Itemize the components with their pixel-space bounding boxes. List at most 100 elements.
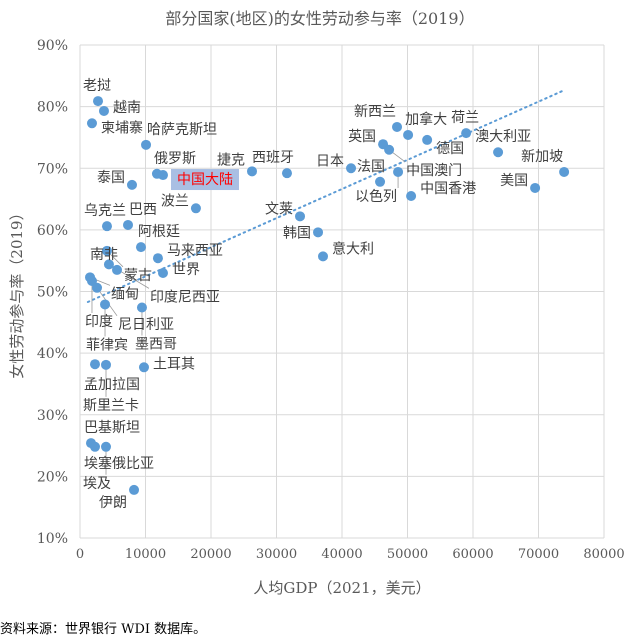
data-point xyxy=(123,219,134,230)
trendline xyxy=(86,88,566,303)
data-point xyxy=(103,259,114,270)
y-tick-label: 60% xyxy=(37,223,68,239)
highlight-box xyxy=(170,169,239,191)
data-label: 哈萨克斯坦 xyxy=(147,122,217,138)
x-tick-label: 20000 xyxy=(190,547,231,562)
data-label: 菲律宾 xyxy=(86,337,128,353)
data-point xyxy=(141,139,152,150)
data-point xyxy=(247,166,258,177)
x-tick-label: 0 xyxy=(76,547,84,562)
chart-title: 部分国家(地区)的女性劳动参与率（2019） xyxy=(165,9,474,28)
data-label: 越南 xyxy=(113,100,141,116)
data-point xyxy=(92,282,103,293)
data-point xyxy=(86,118,97,129)
data-point xyxy=(157,170,168,181)
data-point xyxy=(135,242,146,253)
data-label: 南非 xyxy=(90,247,118,263)
data-label: 波兰 xyxy=(161,193,189,209)
data-point xyxy=(101,359,112,370)
x-tick-label: 40000 xyxy=(321,547,362,562)
data-label: 孟加拉国 xyxy=(84,377,140,393)
data-point xyxy=(89,441,100,452)
data-label: 尼日利亚 xyxy=(118,317,174,333)
x-axis-title: 人均GDP（2021，美元） xyxy=(253,579,430,597)
data-label: 日本 xyxy=(316,153,344,169)
data-point xyxy=(422,134,433,145)
data-point xyxy=(384,144,395,155)
data-label: 土耳其 xyxy=(153,356,195,372)
data-label: 蒙古 xyxy=(124,268,152,284)
data-point xyxy=(295,211,306,222)
data-point xyxy=(375,176,386,187)
source-note: 资料来源：世界银行 WDI 数据库。 xyxy=(0,621,206,637)
data-label: 以色列 xyxy=(355,188,397,205)
data-label: 韩国 xyxy=(283,225,311,241)
data-label: 西班牙 xyxy=(252,150,294,166)
data-label: 美国 xyxy=(500,173,528,189)
data-label: 埃及 xyxy=(83,476,111,492)
data-label: 中国澳门 xyxy=(406,163,462,179)
data-label: 文莱 xyxy=(265,201,293,217)
data-point xyxy=(136,302,147,313)
data-label: 泰国 xyxy=(97,170,125,186)
data-label: 意大利 xyxy=(332,240,374,257)
data-label: 乌克兰 xyxy=(84,203,126,219)
data-point xyxy=(152,253,163,264)
data-point xyxy=(112,264,123,275)
data-label: 马来西亚 xyxy=(167,243,223,259)
y-tick-label: 90% xyxy=(37,38,68,54)
data-point xyxy=(101,221,112,232)
data-label: 埃塞俄比亚 xyxy=(84,455,154,472)
data-point xyxy=(393,166,404,177)
data-point xyxy=(127,179,138,190)
data-point xyxy=(392,121,403,132)
data-point xyxy=(98,105,109,116)
data-point xyxy=(346,163,357,174)
x-tick-label: 10000 xyxy=(125,547,166,562)
data-label: 巴基斯坦 xyxy=(84,419,140,436)
data-point xyxy=(318,251,329,262)
data-label: 斯里兰卡 xyxy=(83,398,139,414)
data-point xyxy=(493,147,504,158)
y-tick-label: 30% xyxy=(37,408,68,424)
x-tick-label: 50000 xyxy=(387,547,428,562)
data-label: 中国大陆 xyxy=(177,172,233,188)
data-point xyxy=(406,190,417,201)
data-point xyxy=(190,203,201,214)
data-label: 澳大利亚 xyxy=(475,129,531,145)
data-label: 捷克 xyxy=(217,152,245,168)
data-point xyxy=(89,359,100,370)
y-tick-label: 40% xyxy=(37,346,68,362)
data-label: 法国 xyxy=(357,159,385,175)
y-tick-label: 10% xyxy=(37,531,68,547)
data-label: 中国香港 xyxy=(420,181,476,197)
data-label: 印度 xyxy=(85,314,113,330)
y-tick-label: 50% xyxy=(37,285,68,301)
data-point xyxy=(403,129,414,140)
data-point xyxy=(100,299,111,310)
data-point xyxy=(313,227,324,238)
x-tick-label: 70000 xyxy=(518,547,559,562)
data-point xyxy=(461,128,472,139)
data-label: 德国 xyxy=(436,141,464,157)
data-point xyxy=(93,96,104,107)
data-label: 印度尼西亚 xyxy=(150,289,220,305)
data-point xyxy=(101,441,112,452)
y-axis-title: 女性劳动参与率（2019） xyxy=(8,205,26,378)
y-tick-label: 80% xyxy=(37,100,68,116)
y-tick-label: 20% xyxy=(37,469,68,485)
data-label: 伊朗 xyxy=(99,495,127,511)
data-label: 英国 xyxy=(348,128,376,145)
data-label: 新加坡 xyxy=(521,149,563,165)
data-point xyxy=(281,168,292,179)
data-label: 新西兰 xyxy=(354,104,396,120)
data-label: 缅甸 xyxy=(111,286,139,302)
data-label: 墨西哥 xyxy=(135,337,177,353)
data-point xyxy=(157,268,168,279)
data-label: 加拿大 xyxy=(405,111,447,128)
data-point xyxy=(138,362,149,373)
data-label: 俄罗斯 xyxy=(154,151,196,167)
data-label: 阿根廷 xyxy=(138,224,180,240)
data-point xyxy=(559,166,570,177)
